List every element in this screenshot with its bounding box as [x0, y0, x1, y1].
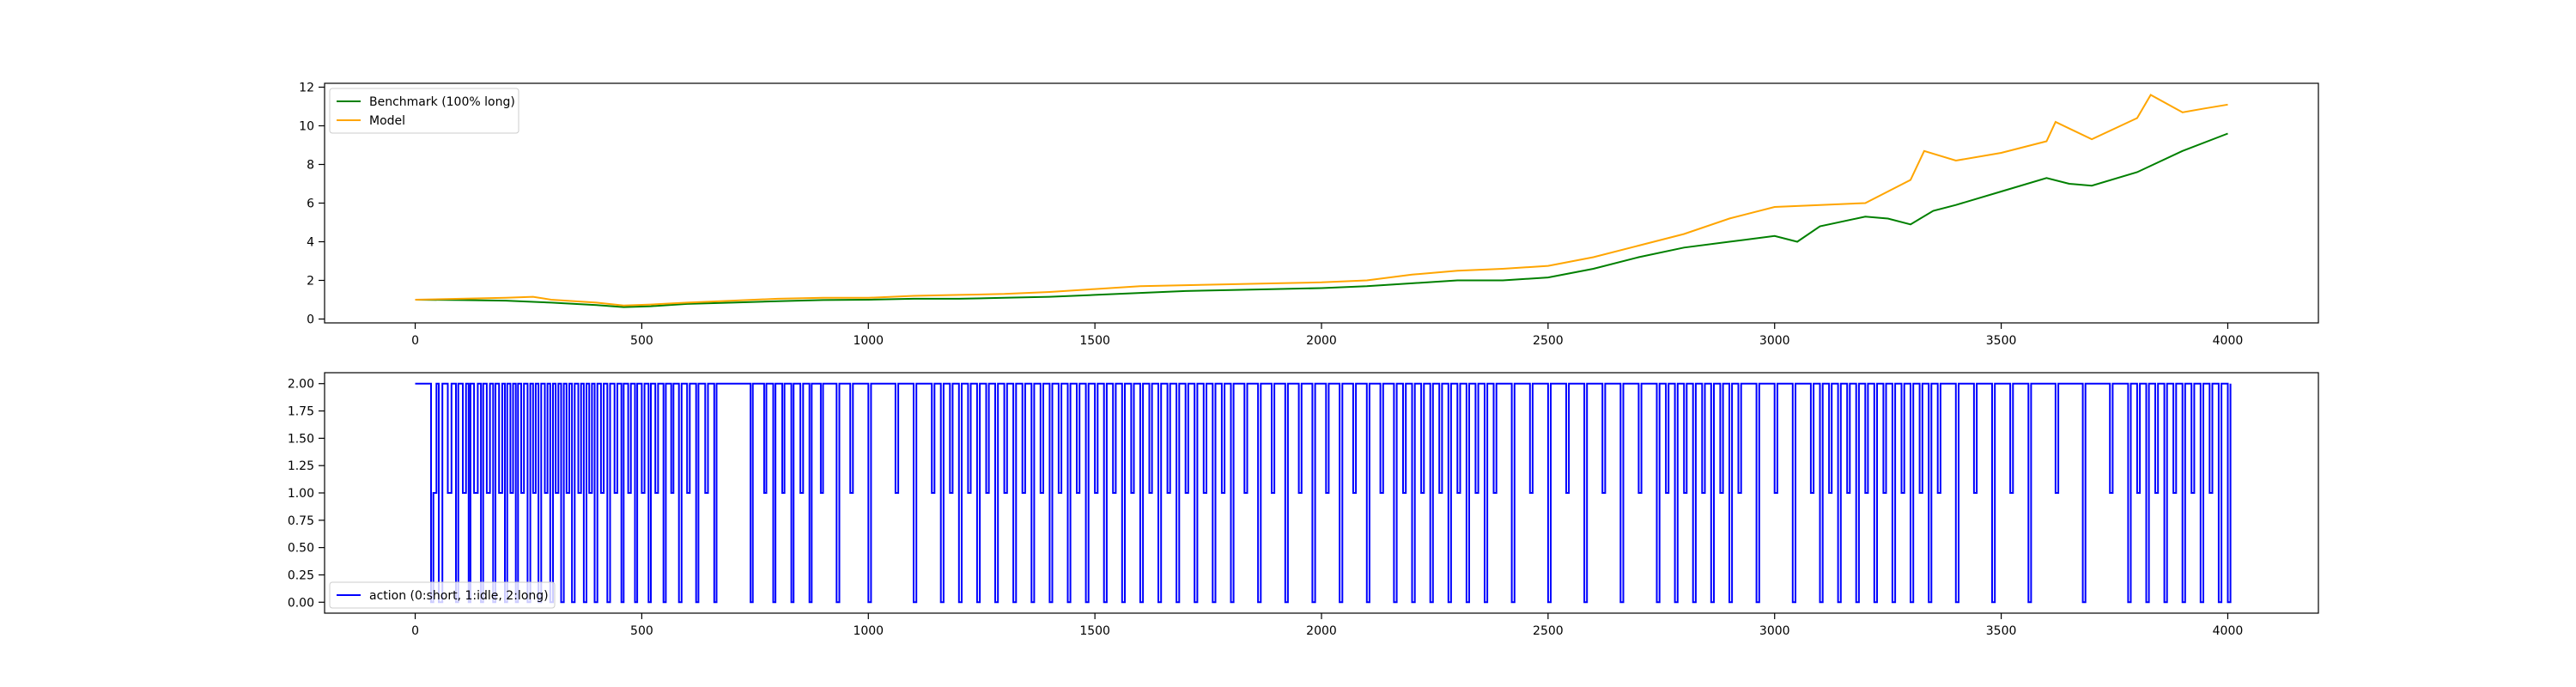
series-line-0-0	[415, 132, 2228, 308]
x-tick-label-1: 3500	[1986, 624, 2017, 638]
legend-label-1-0: action (0:short, 1:idle, 2:long)	[369, 589, 549, 603]
x-tick-label-1: 1500	[1079, 624, 1110, 638]
y-tick-label-1: 1.00	[288, 487, 314, 501]
y-tick-label-0: 2	[307, 275, 314, 289]
x-tick-label-1: 4000	[2213, 624, 2244, 638]
x-tick-label-0: 3500	[1986, 334, 2017, 348]
y-tick-label-0: 8	[307, 159, 314, 173]
series-line-1-0	[415, 382, 2232, 604]
y-tick-label-1: 0.25	[288, 568, 314, 582]
x-tick-label-1: 3000	[1759, 624, 1790, 638]
x-tick-label-0: 1000	[853, 334, 884, 348]
plot-frame-0	[324, 82, 2319, 324]
legend-box-1	[329, 581, 556, 609]
x-tick-label-0: 0	[411, 334, 419, 348]
x-tick-label-1: 500	[630, 624, 653, 638]
legend-label-0-0: Benchmark (100% long)	[369, 95, 515, 109]
y-tick-label-1: 1.50	[288, 432, 314, 446]
y-tick-label-0: 0	[307, 313, 314, 327]
y-tick-label-0: 6	[307, 198, 314, 211]
y-tick-label-0: 10	[299, 120, 314, 134]
x-tick-label-1: 2500	[1533, 624, 1564, 638]
x-tick-label-0: 3000	[1759, 334, 1790, 348]
x-tick-label-1: 1000	[853, 624, 884, 638]
y-tick-label-1: 1.75	[288, 405, 314, 419]
x-tick-label-1: 0	[411, 624, 419, 638]
x-tick-label-1: 2000	[1306, 624, 1337, 638]
y-tick-label-1: 0.00	[288, 596, 314, 610]
x-tick-label-0: 2500	[1533, 334, 1564, 348]
legend-box-0	[329, 88, 519, 134]
y-tick-label-1: 2.00	[288, 378, 314, 392]
y-tick-label-0: 4	[307, 236, 314, 250]
y-tick-label-1: 1.25	[288, 459, 314, 473]
x-tick-label-0: 4000	[2213, 334, 2244, 348]
bottom-chart-panel: 0 500 1000 1500 2000 2500 3000 3500 4000 0.00 0.25…	[288, 372, 2319, 638]
legend-label-0-1: Model	[369, 114, 405, 128]
x-tick-label-0: 2000	[1306, 334, 1337, 348]
top-chart-panel: 0 500 1000 1500 2000 2500 3000 3500 4000 0 2 4 6 8 10 1…	[299, 82, 2319, 348]
x-tick-label-0: 1500	[1079, 334, 1110, 348]
y-tick-label-1: 0.75	[288, 514, 314, 528]
y-tick-label-0: 12	[299, 82, 314, 95]
series-line-0-1	[415, 94, 2228, 307]
x-tick-label-0: 500	[630, 334, 653, 348]
y-tick-label-1: 0.50	[288, 542, 314, 556]
